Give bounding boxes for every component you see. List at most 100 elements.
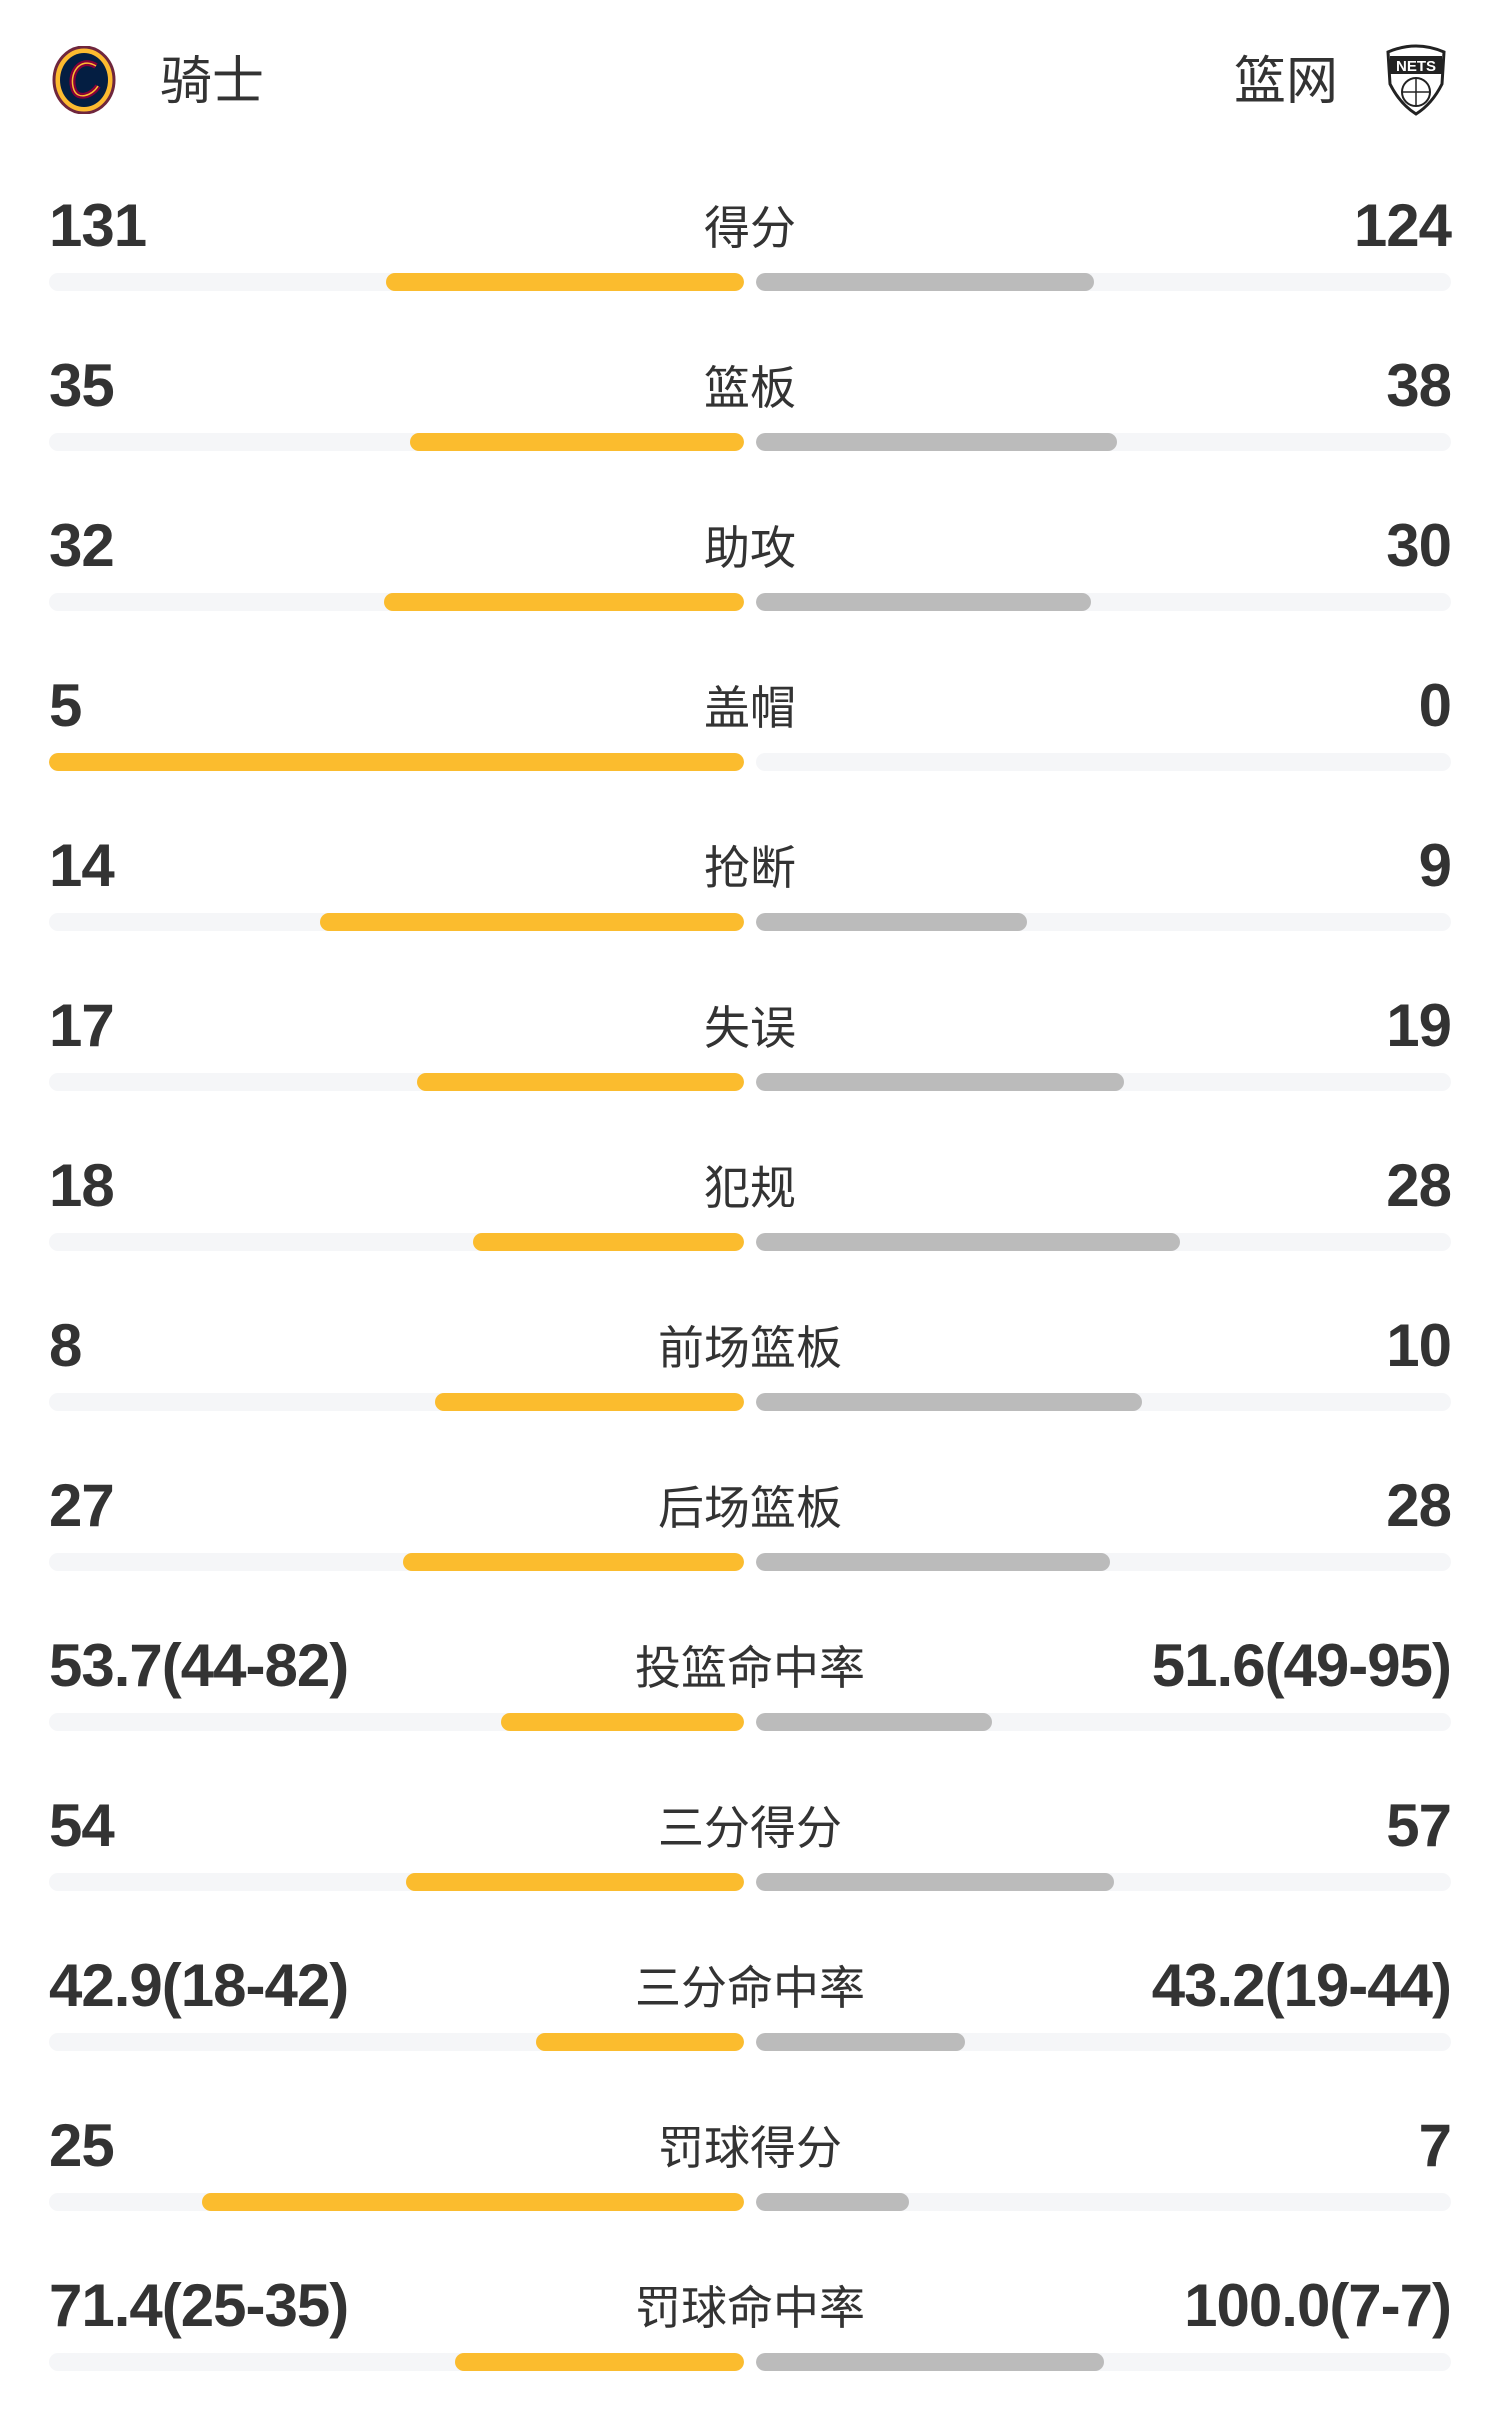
home-stat-bar-fill [454, 2353, 744, 2371]
stat-row: 71.4(25-35) 罚球命中率 100.0(7-7) [0, 2250, 1500, 2410]
home-stat-bar-track [49, 753, 744, 771]
stat-row: 5 盖帽 0 [0, 650, 1500, 810]
home-stat-bar-fill [405, 1873, 744, 1891]
away-stat-bar-track [756, 1233, 1451, 1251]
stat-row: 131 得分 124 [0, 170, 1500, 330]
away-team-name: 篮网 [1233, 53, 1338, 111]
away-stat-bar-track [756, 1873, 1451, 1891]
away-stat-value: 10 [1386, 1312, 1452, 1379]
stat-row: 32 助攻 30 [0, 490, 1500, 650]
away-stat-bar-track [756, 2353, 1451, 2371]
home-stat-value: 8 [49, 1312, 82, 1379]
home-stat-bar-fill [386, 273, 744, 291]
stat-row: 18 犯规 28 [0, 1130, 1500, 1290]
home-stat-value: 32 [49, 512, 115, 579]
away-stat-bar-track [756, 2033, 1451, 2051]
home-stat-value: 25 [49, 2112, 115, 2179]
away-stat-bar-fill [756, 593, 1091, 611]
away-stat-bar-fill [756, 2033, 965, 2051]
away-stat-value: 28 [1386, 1472, 1452, 1539]
home-stat-value: 131 [49, 192, 147, 259]
home-stat-bar-track [49, 1713, 744, 1731]
stat-label: 三分得分 [658, 1802, 842, 1854]
stat-label: 罚球得分 [658, 2122, 842, 2174]
stat-row: 54 三分得分 57 [0, 1770, 1500, 1930]
home-stat-bar-track [49, 1553, 744, 1571]
away-stat-bar-fill [756, 273, 1095, 291]
away-stat-bar-fill [756, 433, 1118, 451]
home-stat-value: 14 [49, 832, 115, 899]
away-stat-bar-fill [756, 2193, 909, 2211]
away-stat-bar-fill [756, 1393, 1142, 1411]
away-stat-value: 57 [1386, 1792, 1452, 1859]
stat-label: 失误 [704, 1002, 796, 1054]
home-stat-bar-fill [403, 1553, 744, 1571]
stat-row: 8 前场篮板 10 [0, 1290, 1500, 1450]
away-stat-bar-fill [756, 2353, 1104, 2371]
away-stat-value: 19 [1386, 992, 1452, 1059]
home-stat-value: 35 [49, 352, 115, 419]
away-stat-bar-track [756, 273, 1451, 291]
home-stat-bar-fill [535, 2033, 744, 2051]
home-stat-bar-fill [320, 913, 744, 931]
home-stat-value: 42.9(18-42) [49, 1952, 349, 2019]
home-stat-bar-fill [416, 1073, 744, 1091]
away-stat-bar-track [756, 753, 1451, 771]
away-stat-bar-track [756, 1073, 1451, 1091]
home-stat-bar-fill [410, 433, 744, 451]
stat-label: 盖帽 [704, 682, 796, 734]
away-stat-bar-fill [756, 1073, 1124, 1091]
stat-label: 犯规 [704, 1162, 796, 1214]
away-stat-bar-track [756, 1713, 1451, 1731]
stat-row: 25 罚球得分 7 [0, 2090, 1500, 2250]
svg-text:NETS: NETS [1396, 58, 1436, 75]
nets-logo-icon: NETS [1382, 44, 1450, 116]
away-stat-value: 51.6(49-95) [1151, 1632, 1452, 1699]
stat-row: 17 失误 19 [0, 970, 1500, 1130]
away-stat-bar-track [756, 913, 1451, 931]
home-stat-bar-fill [500, 1713, 744, 1731]
home-stat-bar-track [49, 1393, 744, 1411]
stat-row: 42.9(18-42) 三分命中率 43.2(19-44) [0, 1930, 1500, 2090]
stat-label: 三分命中率 [635, 1962, 865, 2014]
home-stat-bar-track [49, 1233, 744, 1251]
home-stat-bar-track [49, 273, 744, 291]
home-stat-bar-fill [434, 1393, 744, 1411]
home-stat-bar-fill [384, 593, 744, 611]
stat-row: 53.7(44-82) 投篮命中率 51.6(49-95) [0, 1610, 1500, 1770]
away-stat-value: 28 [1386, 1152, 1452, 1219]
stat-label: 篮板 [704, 362, 796, 414]
home-stat-bar-fill [49, 753, 744, 771]
home-stat-bar-track [49, 593, 744, 611]
away-stat-bar-fill [756, 1553, 1110, 1571]
away-stat-bar-fill [756, 1873, 1114, 1891]
away-stat-value: 7 [1418, 2112, 1452, 2179]
home-team-name: 骑士 [160, 53, 265, 111]
home-stat-value: 18 [49, 1152, 115, 1219]
away-stat-value: 124 [1353, 192, 1452, 259]
home-stat-value: 17 [49, 992, 115, 1059]
stat-row: 27 后场篮板 28 [0, 1450, 1500, 1610]
stat-label: 助攻 [704, 522, 796, 574]
home-stat-bar-track [49, 2033, 744, 2051]
home-stat-bar-track [49, 2353, 744, 2371]
home-stat-bar-track [49, 433, 744, 451]
home-stat-value: 27 [49, 1472, 115, 1539]
cavaliers-logo-icon [50, 45, 118, 115]
stat-label: 投篮命中率 [635, 1642, 865, 1694]
away-stat-bar-track [756, 433, 1451, 451]
home-stat-bar-track [49, 2193, 744, 2211]
stat-label: 罚球命中率 [635, 2282, 865, 2334]
away-stat-bar-track [756, 1553, 1451, 1571]
away-stat-value: 38 [1386, 352, 1452, 419]
away-stat-bar-fill [756, 1713, 993, 1731]
teams-header: 骑士 篮网 NETS [0, 0, 1500, 160]
away-stat-bar-track [756, 593, 1451, 611]
home-stat-value: 54 [49, 1792, 115, 1859]
stat-label: 抢断 [704, 842, 796, 894]
stat-label: 后场篮板 [658, 1482, 842, 1534]
away-stat-value: 0 [1418, 672, 1452, 739]
home-stat-value: 71.4(25-35) [49, 2272, 349, 2339]
home-stat-bar-track [49, 913, 744, 931]
home-stat-value: 53.7(44-82) [49, 1632, 349, 1699]
